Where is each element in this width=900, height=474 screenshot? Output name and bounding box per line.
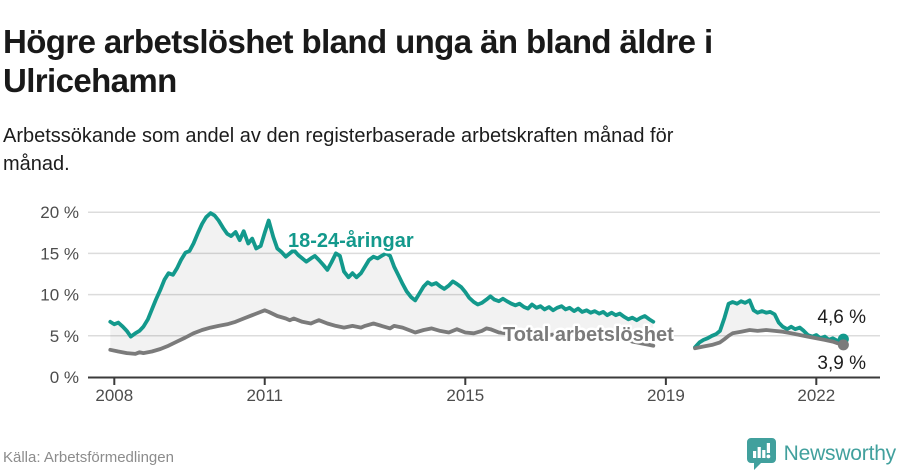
newsworthy-logo-icon	[746, 438, 776, 470]
source-note: Källa: Arbetsförmedlingen	[3, 449, 174, 466]
series-label-young: 18-24-åringar	[288, 229, 414, 252]
gridlines	[88, 211, 880, 337]
subtitle-line-2: månad.	[3, 153, 70, 175]
brand-wordmark: Newsworthy	[783, 441, 897, 465]
y-tick-label: 5 %	[50, 327, 79, 346]
x-tick-label: 2011	[246, 386, 283, 405]
title-line-1: Högre arbetslöshet bland unga än bland ä…	[3, 23, 713, 61]
series-line-total	[108, 308, 846, 356]
y-tick-label: 10 %	[40, 286, 79, 305]
x-tick-label: 2022	[797, 386, 835, 405]
x-tick-label: 2008	[95, 386, 133, 405]
x-tick-label: 2019	[647, 386, 685, 405]
chart-subtitle: Arbetssökande som andel av den registerb…	[3, 122, 863, 178]
series-end-dot	[837, 339, 849, 351]
subtitle-line-1: Arbetssökande som andel av den registerb…	[3, 125, 674, 147]
title-line-2: Ulricehamn	[3, 62, 177, 100]
x-tick-label: 2015	[446, 386, 484, 405]
y-tick-label: 15 %	[40, 244, 79, 263]
y-tick-label: 0 %	[50, 368, 79, 387]
series-label-total: Total arbetslöshet	[503, 324, 674, 346]
y-tick-label: 20 %	[40, 203, 79, 222]
x-axis: 2008 2011 2015 2019 2022	[88, 376, 880, 405]
y-axis-labels: 0 % 5 % 10 % 15 % 20 %	[40, 203, 79, 387]
series-end-value: 4,6 %	[817, 307, 866, 328]
series-end-value: 3,9 %	[817, 353, 866, 374]
page-title: Högre arbetslöshet bland unga än bland ä…	[3, 22, 883, 100]
series-line-young	[108, 211, 846, 350]
newsworthy-brand: Newsworthy	[746, 437, 896, 470]
